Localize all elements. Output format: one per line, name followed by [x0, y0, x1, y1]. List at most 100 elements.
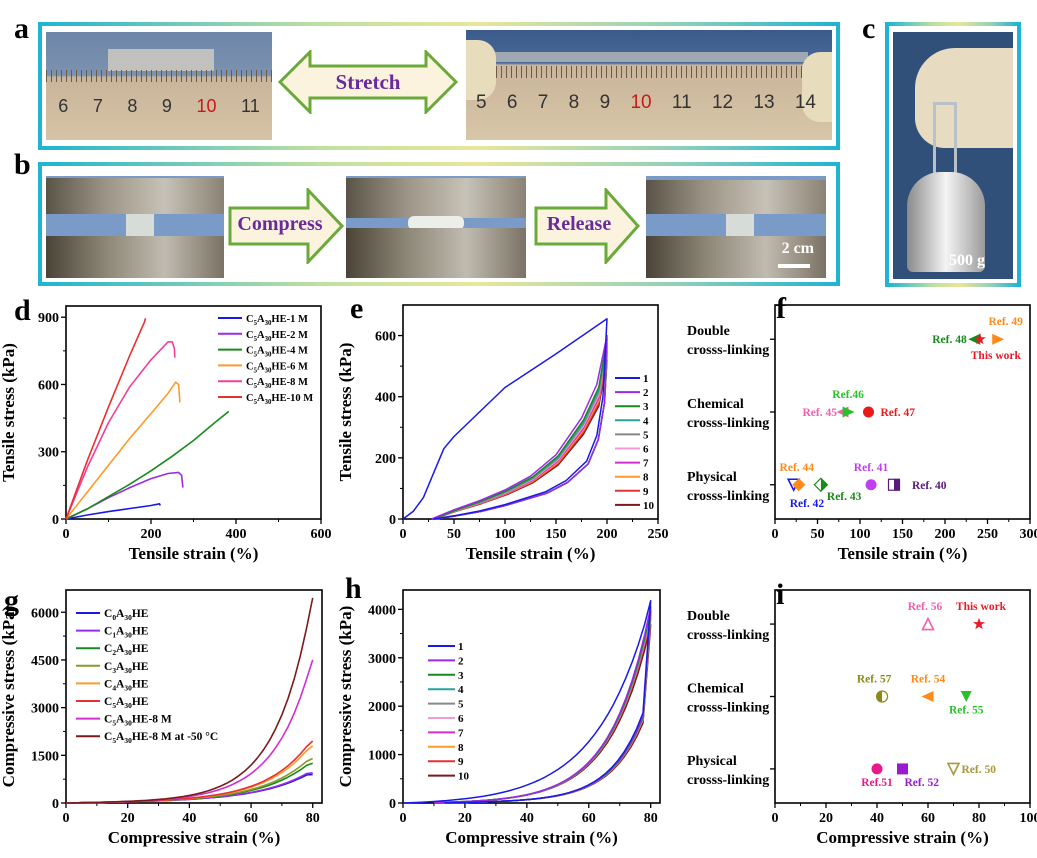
y-tick-label: 2000 — [368, 700, 396, 715]
cycle-10-line — [433, 359, 608, 520]
legend-text: A — [257, 314, 265, 325]
legend-subscript: 5 — [254, 320, 258, 327]
x-tick-label: 40 — [870, 811, 884, 826]
x-tick-label: 200 — [141, 527, 162, 542]
x-tick-label: 100 — [1020, 811, 1037, 826]
x-tick-label: 60 — [582, 811, 596, 826]
legend-label: C5A30HE-8 M at -50 °C — [104, 731, 218, 745]
legend-text: C — [104, 731, 112, 743]
cycle-5-line — [433, 612, 652, 804]
ruler-number: 10 — [196, 96, 217, 116]
point-label: Ref. 43 — [827, 491, 862, 503]
cycle-6-line — [433, 347, 608, 520]
panel-label-g: g — [4, 584, 19, 617]
half-square-fill — [894, 479, 900, 491]
point-label: Ref. 44 — [780, 462, 815, 474]
series-line — [65, 762, 313, 804]
x-tick-label: 40 — [182, 811, 196, 826]
y-tick-label: 3000 — [368, 652, 396, 667]
panel-label-e: e — [350, 292, 363, 325]
cycle-2-line — [433, 606, 652, 804]
half-circle-fill — [876, 691, 883, 702]
legend-text: C — [246, 330, 254, 341]
category-label: crosss-linking — [687, 773, 769, 788]
y-tick-label: 600 — [38, 378, 59, 393]
x-tick-label: 80 — [972, 811, 986, 826]
stretch-arrow-icon — [278, 50, 458, 114]
ruler-number: 8 — [127, 96, 138, 116]
legend-subscript: 5 — [254, 352, 258, 359]
x-tick-label: 150 — [892, 527, 913, 542]
legend-text: A — [116, 626, 125, 638]
legend-subscript: 3 — [112, 666, 116, 675]
legend-label: 2 — [458, 655, 464, 667]
legend-subscript: 5 — [112, 719, 116, 728]
y-axis-title: Tensile stress (kPa) — [336, 343, 355, 482]
x-tick-label: 60 — [921, 811, 935, 826]
legend-subscript: 5 — [254, 383, 258, 390]
legend-label: C5A30HE — [104, 696, 149, 710]
point-label: Ref.51 — [861, 777, 893, 789]
point-label: Ref. 50 — [962, 764, 997, 776]
legend-text: C — [246, 314, 254, 325]
y-axis-title: Compressive stress (kPa) — [0, 606, 18, 788]
legend-label: 5 — [458, 699, 464, 711]
category-label: crosss-linking — [687, 701, 769, 716]
series-line — [65, 745, 314, 804]
legend-text: HE — [132, 626, 149, 638]
triangle-right-marker — [842, 406, 855, 418]
x-tick-label: 0 — [772, 811, 779, 826]
legend-text: A — [257, 393, 265, 404]
legend-subscript: 1 — [112, 631, 116, 640]
legend-text: A — [116, 731, 125, 743]
legend-label: 5 — [643, 429, 649, 441]
legend-text: HE — [132, 678, 149, 690]
legend-label: C5A30HE-2 M — [246, 330, 308, 343]
x-tick-label: 200 — [935, 527, 956, 542]
ruler-number: 9 — [161, 96, 172, 116]
legend-label: 2 — [643, 387, 649, 399]
legend-subscript: 30 — [124, 701, 132, 710]
series-line — [65, 471, 184, 520]
y-tick-label: 400 — [375, 391, 396, 406]
series-line — [65, 773, 313, 804]
series-line — [65, 659, 314, 804]
triangle-right-marker — [992, 333, 1005, 345]
x-tick-label: 0 — [772, 527, 779, 542]
series-line — [65, 410, 230, 520]
category-label: Physical — [687, 754, 737, 769]
point-label: This work — [956, 601, 1007, 613]
category-label: Chemical — [687, 397, 744, 412]
cycle-1-line — [402, 599, 652, 804]
legend-label: 8 — [458, 742, 464, 754]
compress-label: Compress — [237, 213, 323, 235]
cycle-10-line — [433, 624, 652, 804]
legend-text: A — [116, 643, 125, 655]
legend-text: HE — [132, 661, 149, 673]
x-tick-label: 50 — [811, 527, 825, 542]
ruler-number: 12 — [711, 92, 734, 113]
cycle-4-line — [433, 342, 608, 520]
y-tick-label: 1500 — [31, 749, 59, 764]
cycle-3-line — [433, 337, 608, 520]
legend-subscript: 30 — [265, 320, 272, 327]
x-axis-title: Compressive strain (%) — [445, 828, 618, 847]
triangle-down-marker — [960, 691, 972, 702]
panel-label-i: i — [776, 578, 784, 611]
ruler-number: 14 — [794, 92, 816, 113]
legend-text: HE-2 M — [271, 330, 308, 341]
point-label: Ref. 45 — [803, 407, 838, 419]
legend-label: 10 — [458, 771, 470, 783]
legend-text: A — [257, 361, 265, 372]
legend-text: HE-8 M — [271, 377, 308, 388]
category-label: crosss-linking — [687, 628, 769, 643]
series-line — [65, 740, 314, 804]
x-tick-label: 80 — [644, 811, 658, 826]
half-diamond-marker — [813, 477, 829, 493]
photo-unstretched-sample: 6 7 8 9 10 11 — [46, 32, 272, 140]
legend-label: C5A30HE-6 M — [246, 361, 308, 374]
ruler-number: 6 — [58, 96, 69, 116]
plot-frame — [65, 305, 322, 520]
legend-subscript: 5 — [254, 367, 258, 374]
